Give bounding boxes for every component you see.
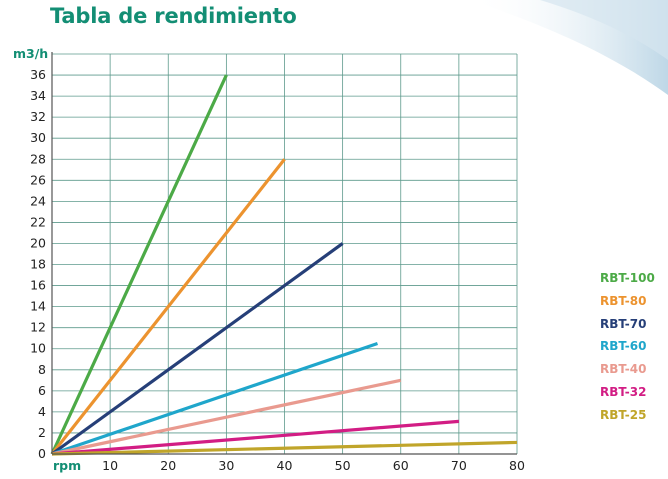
y-tick-label: 6 xyxy=(38,383,46,398)
series-line-rbt-100 xyxy=(50,74,228,455)
legend-item-rbt-32: RBT-32 xyxy=(600,384,647,399)
legend-item-rbt-80: RBT-80 xyxy=(600,293,647,308)
series-layer xyxy=(50,74,518,456)
legend-item-rbt-100: RBT-100 xyxy=(600,271,655,285)
x-axis-label: rpm xyxy=(53,458,81,473)
y-tick-label: 4 xyxy=(38,404,46,419)
grid-layer xyxy=(52,53,518,454)
legend-item-rbt-40: RBT-40 xyxy=(600,362,647,377)
y-tick-label: 26 xyxy=(30,172,46,187)
y-tick-label: 34 xyxy=(30,88,46,103)
series-line-rbt-32 xyxy=(51,419,460,456)
x-tick-label: 70 xyxy=(451,458,467,473)
y-tick-label: 16 xyxy=(30,278,46,293)
legend-item-rbt-25: RBT-25 xyxy=(600,407,647,422)
y-tick-label: 28 xyxy=(30,151,46,166)
y-tick-label: 18 xyxy=(30,257,46,272)
legend-item-rbt-70: RBT-70 xyxy=(600,316,647,331)
y-tick-label: 10 xyxy=(30,341,46,356)
y-axis-label: m3/h xyxy=(13,46,48,61)
series-line-rbt-80 xyxy=(50,158,286,455)
y-tick-label: 8 xyxy=(38,362,46,377)
series-line-rbt-40 xyxy=(51,378,402,456)
x-tick-label: 40 xyxy=(277,458,293,473)
x-tick-label: 50 xyxy=(335,458,351,473)
x-tick-label: 80 xyxy=(509,458,525,473)
x-tick-label: 60 xyxy=(393,458,409,473)
y-tick-label: 30 xyxy=(30,130,46,145)
series-line-rbt-60 xyxy=(51,341,379,456)
y-tick-label: 24 xyxy=(30,193,46,208)
legend: RBT-100 RBT-80 RBT-70 RBT-60 RBT-40 RBT-32 RBT… xyxy=(600,267,655,427)
y-tick-label: 14 xyxy=(30,299,46,314)
y-tick-label: 2 xyxy=(38,425,46,440)
x-tick-label: 10 xyxy=(102,458,118,473)
x-tick-label: 30 xyxy=(218,458,234,473)
y-tick-label: 0 xyxy=(38,446,46,461)
series-line-rbt-70 xyxy=(51,242,344,456)
y-tick-label: 32 xyxy=(30,109,46,124)
x-tick-label: 20 xyxy=(160,458,176,473)
legend-item-rbt-60: RBT-60 xyxy=(600,339,647,354)
y-tick-label: 36 xyxy=(30,67,46,82)
y-tick-label: 22 xyxy=(30,214,46,229)
y-tick-label: 12 xyxy=(30,320,46,335)
series-line-rbt-25 xyxy=(51,440,518,456)
chart-title: Tabla de rendimiento xyxy=(50,4,297,28)
y-tick-label: 20 xyxy=(30,235,46,250)
